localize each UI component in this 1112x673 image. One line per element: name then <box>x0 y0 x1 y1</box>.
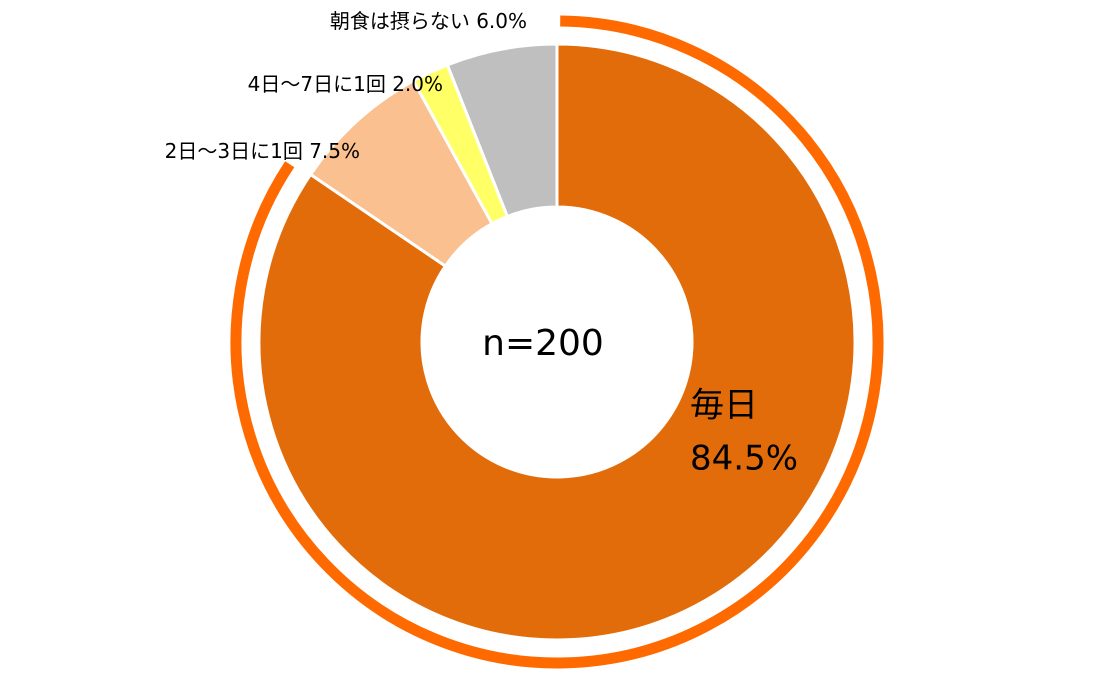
donut-slice <box>308 78 494 269</box>
category-label: 毎日 <box>690 386 758 426</box>
labels: 毎日 84.5% 2日～3日に1回 7.5% 4日～7日に1回 2.0% 朝食は摂らない… <box>165 9 798 479</box>
category-label: 4日～7日に1回 <box>248 72 386 96</box>
donut-slice <box>257 42 857 642</box>
value-label: 7.5% <box>309 139 360 163</box>
slice-label: 4日～7日に1回 2.0% <box>248 72 443 96</box>
slice-label: 朝食は摂らない 6.0% <box>330 9 527 33</box>
slice-label: 2日～3日に1回 7.5% <box>165 139 360 163</box>
value-label: 84.5% <box>690 439 798 479</box>
category-label: 朝食は摂らない <box>330 9 470 33</box>
center-label: n=200 <box>482 323 604 364</box>
highlight-arc <box>230 15 884 669</box>
value-label: 6.0% <box>476 9 527 33</box>
category-label: 2日～3日に1回 <box>165 139 303 163</box>
value-label: 2.0% <box>392 72 443 96</box>
